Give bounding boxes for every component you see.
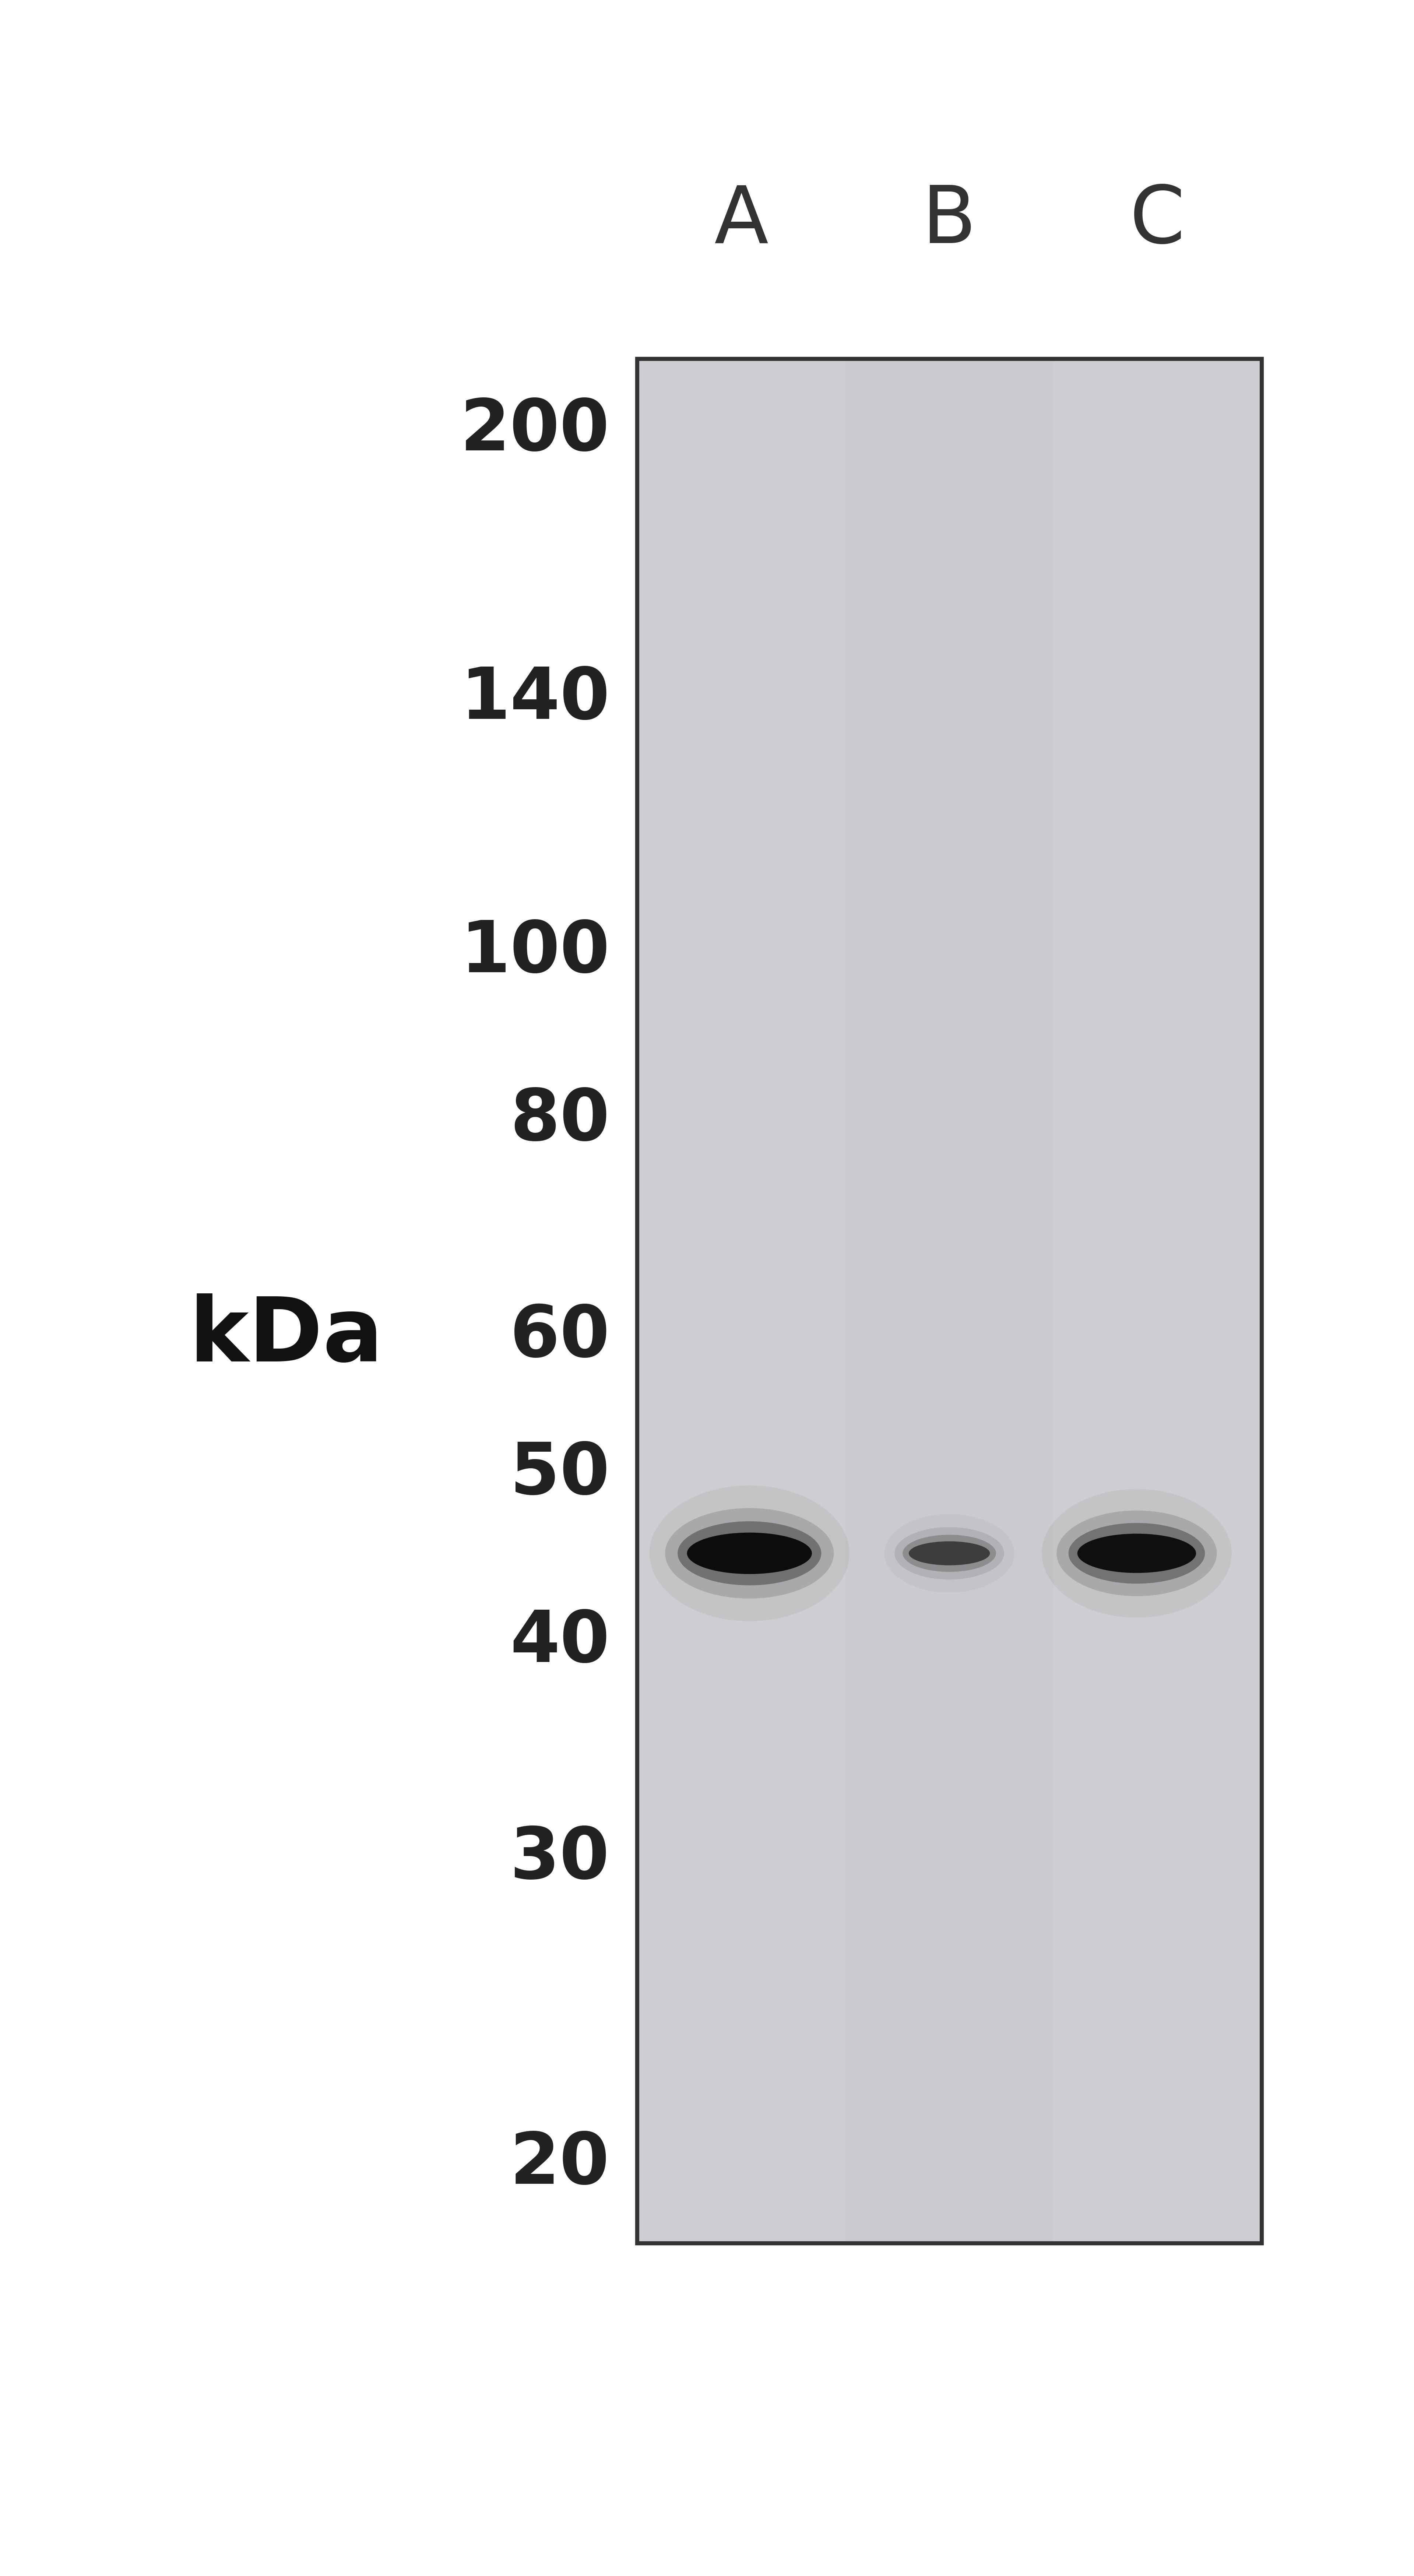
Text: 140: 140: [460, 665, 609, 734]
Ellipse shape: [1056, 1510, 1217, 1597]
Text: A: A: [714, 183, 768, 260]
Ellipse shape: [649, 1486, 850, 1620]
Text: C: C: [1130, 183, 1185, 260]
Text: 20: 20: [510, 2130, 609, 2197]
Text: 60: 60: [510, 1301, 609, 1370]
Bar: [1053, 358, 1261, 2244]
Text: 200: 200: [460, 397, 609, 466]
Text: 80: 80: [510, 1084, 609, 1154]
Ellipse shape: [909, 1540, 990, 1566]
Ellipse shape: [1042, 1489, 1232, 1618]
Text: 50: 50: [510, 1440, 609, 1510]
Text: 30: 30: [510, 1824, 609, 1893]
Text: 40: 40: [510, 1607, 609, 1677]
Ellipse shape: [1077, 1533, 1196, 1574]
Ellipse shape: [1069, 1522, 1205, 1584]
Bar: [636, 358, 1261, 2244]
Text: kDa: kDa: [189, 1293, 383, 1381]
Ellipse shape: [687, 1533, 812, 1574]
Ellipse shape: [677, 1522, 822, 1584]
Text: B: B: [922, 183, 977, 260]
Bar: [636, 358, 846, 2244]
Ellipse shape: [665, 1507, 834, 1600]
Ellipse shape: [902, 1535, 995, 1571]
Ellipse shape: [895, 1528, 1004, 1579]
Text: 100: 100: [460, 917, 609, 987]
Bar: [846, 358, 1053, 2244]
Bar: [636, 358, 1261, 2244]
